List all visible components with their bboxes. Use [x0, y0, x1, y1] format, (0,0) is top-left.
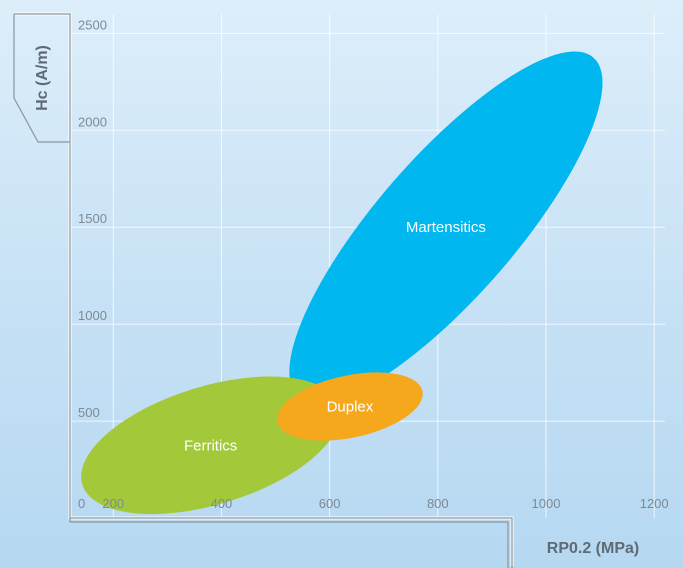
regions	[81, 51, 603, 515]
x-tick-label: 1200	[640, 496, 669, 511]
y-tick-label: 2000	[78, 114, 107, 129]
region-label-ferritics: Ferritics	[184, 437, 237, 454]
x-tick-label: 400	[211, 496, 233, 511]
x-tick-label: 200	[102, 496, 124, 511]
y-tick-labels: 0 500 1000 1500 2000 2500	[78, 17, 107, 511]
region-label-martensitics: Martensitics	[406, 219, 486, 236]
region-label-duplex: Duplex	[327, 399, 374, 416]
y-axis-title: Hc (A/m)	[34, 45, 51, 111]
region-duplex	[277, 372, 423, 441]
y-tick-label: 1000	[78, 308, 107, 323]
x-tick-label: 800	[427, 496, 449, 511]
region-ferritics	[81, 376, 341, 515]
region-labels: Martensitics Ferritics Duplex	[184, 219, 486, 454]
y-tick-label: 2500	[78, 17, 107, 32]
y-tick-label: 500	[78, 405, 100, 420]
y-tick-label: 1500	[78, 211, 107, 226]
x-tick-label: 600	[319, 496, 341, 511]
x-axis-title: RP0.2 (MPa)	[547, 540, 639, 557]
x-tick-label: 1000	[532, 496, 561, 511]
x-axis-frame-outer	[69, 518, 509, 568]
x-tick-labels: 200 400 600 800 1000 1200	[102, 496, 668, 511]
region-martensitics	[289, 51, 603, 403]
y-tick-label: 0	[78, 496, 85, 511]
